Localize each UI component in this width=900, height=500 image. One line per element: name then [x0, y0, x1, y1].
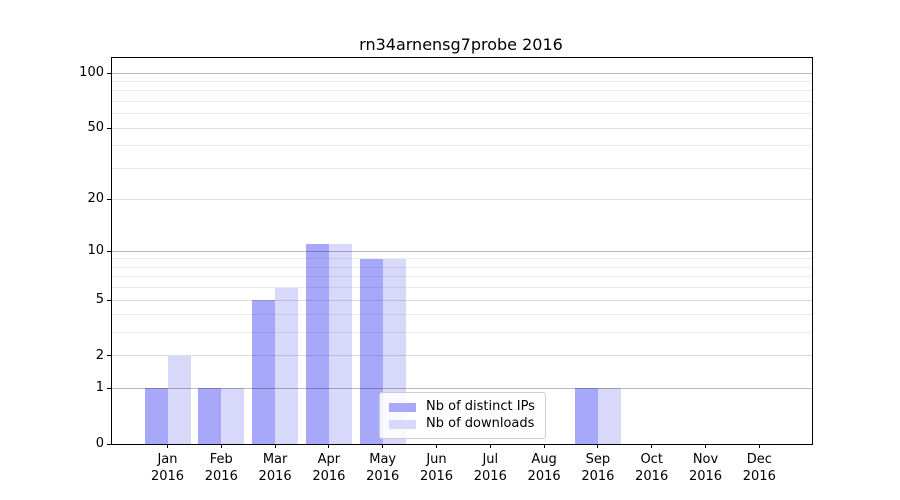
gridline-minor	[112, 100, 812, 102]
y-tick-label: 100	[79, 65, 104, 81]
x-tick-mark	[167, 444, 168, 448]
chart-title: rn34arnensg7probe 2016	[359, 35, 563, 54]
x-tick-label: Oct 2016	[635, 452, 669, 484]
y-tick-label: 5	[95, 292, 104, 308]
bar-sep-distinct-ips	[574, 388, 598, 444]
y-tick-mark	[107, 355, 111, 357]
bar-jan-distinct-ips	[144, 388, 168, 444]
gridline-minor	[112, 266, 812, 268]
x-tick-label: Dec 2016	[742, 452, 776, 484]
plot-area: 0 1 2 5 10 20 50 100 Jan 2016 Feb 2016 Mar 2016 Ap…	[79, 57, 813, 484]
y-tick-label: 2	[95, 347, 104, 363]
y-tick-mark	[107, 443, 111, 445]
y-tick-label: 50	[87, 120, 104, 136]
legend-item-distinct-ips: Nb of distinct IPs	[389, 399, 536, 415]
legend: Nb of distinct IPs Nb of downloads	[379, 392, 546, 439]
x-tick-mark	[328, 444, 330, 448]
gridline-major	[112, 198, 812, 200]
x-tick-label: Sep 2016	[581, 452, 615, 484]
y-tick-label: 20	[87, 191, 104, 207]
bar-apr-downloads	[328, 244, 352, 444]
y-tick-label: 10	[87, 243, 104, 259]
gridline-major	[112, 127, 812, 129]
gridline-decade	[112, 72, 812, 74]
x-tick-mark	[274, 444, 276, 448]
gridline-decade	[112, 250, 812, 252]
y-tick-mark	[107, 72, 111, 74]
bar-mar-distinct-ips	[252, 300, 276, 444]
legend-swatch-distinct-ips-icon	[389, 402, 416, 412]
x-tick-label: Apr 2016	[312, 452, 346, 484]
x-tick-label: May 2016	[366, 452, 400, 484]
x-tick-label: Jul 2016	[473, 452, 507, 484]
x-tick-mark	[758, 444, 760, 448]
x-tick-mark	[651, 444, 653, 448]
x-tick-mark	[489, 444, 491, 448]
bar-feb-distinct-ips	[198, 388, 222, 444]
bar-feb-downloads	[221, 388, 245, 444]
legend-item-downloads: Nb of downloads	[389, 416, 536, 432]
legend-swatch-downloads-icon	[389, 419, 416, 429]
x-tick-mark	[382, 444, 384, 448]
x-tick-label: Jan 2016	[150, 452, 185, 484]
gridline-minor	[112, 167, 812, 169]
gridline-minor	[112, 258, 812, 260]
bar-apr-distinct-ips	[305, 244, 329, 444]
legend-label-distinct-ips: Nb of distinct IPs	[426, 399, 535, 414]
gridline-major	[112, 299, 812, 301]
x-tick-mark	[543, 444, 545, 448]
x-tick-mark	[597, 444, 599, 448]
bar-jan-downloads	[167, 355, 191, 444]
x-tick-mark	[705, 444, 706, 448]
y-tick-mark	[107, 198, 111, 200]
bar-may-distinct-ips	[359, 259, 383, 444]
gridline-major	[112, 355, 812, 357]
x-tick-label: Nov 2016	[688, 452, 723, 484]
y-tick-label: 0	[95, 436, 104, 451]
gridline-minor	[112, 332, 812, 334]
x-tick-label: Aug 2016	[527, 452, 561, 484]
bar-mar-downloads	[275, 287, 299, 444]
y-tick-mark	[107, 250, 111, 252]
x-tick-label: Mar 2016	[258, 452, 292, 484]
gridline-minor	[112, 81, 812, 83]
y-tick-label: 1	[95, 380, 104, 396]
x-tick-label: Jun 2016	[419, 452, 454, 484]
gridline-minor	[112, 90, 812, 92]
gridline-minor	[112, 287, 812, 289]
bar-sep-downloads	[597, 388, 621, 444]
x-tick-label: Feb 2016	[204, 452, 238, 484]
x-tick-mark	[436, 444, 437, 448]
x-tick-mark	[220, 444, 222, 448]
y-tick-mark	[107, 387, 111, 389]
legend-label-downloads: Nb of downloads	[426, 416, 535, 431]
y-tick-mark	[107, 127, 111, 129]
gridline-minor	[112, 145, 812, 147]
y-tick-mark	[107, 299, 111, 301]
gridline-minor	[112, 113, 812, 115]
gridline-minor	[112, 276, 812, 278]
gridline-minor	[112, 314, 812, 316]
